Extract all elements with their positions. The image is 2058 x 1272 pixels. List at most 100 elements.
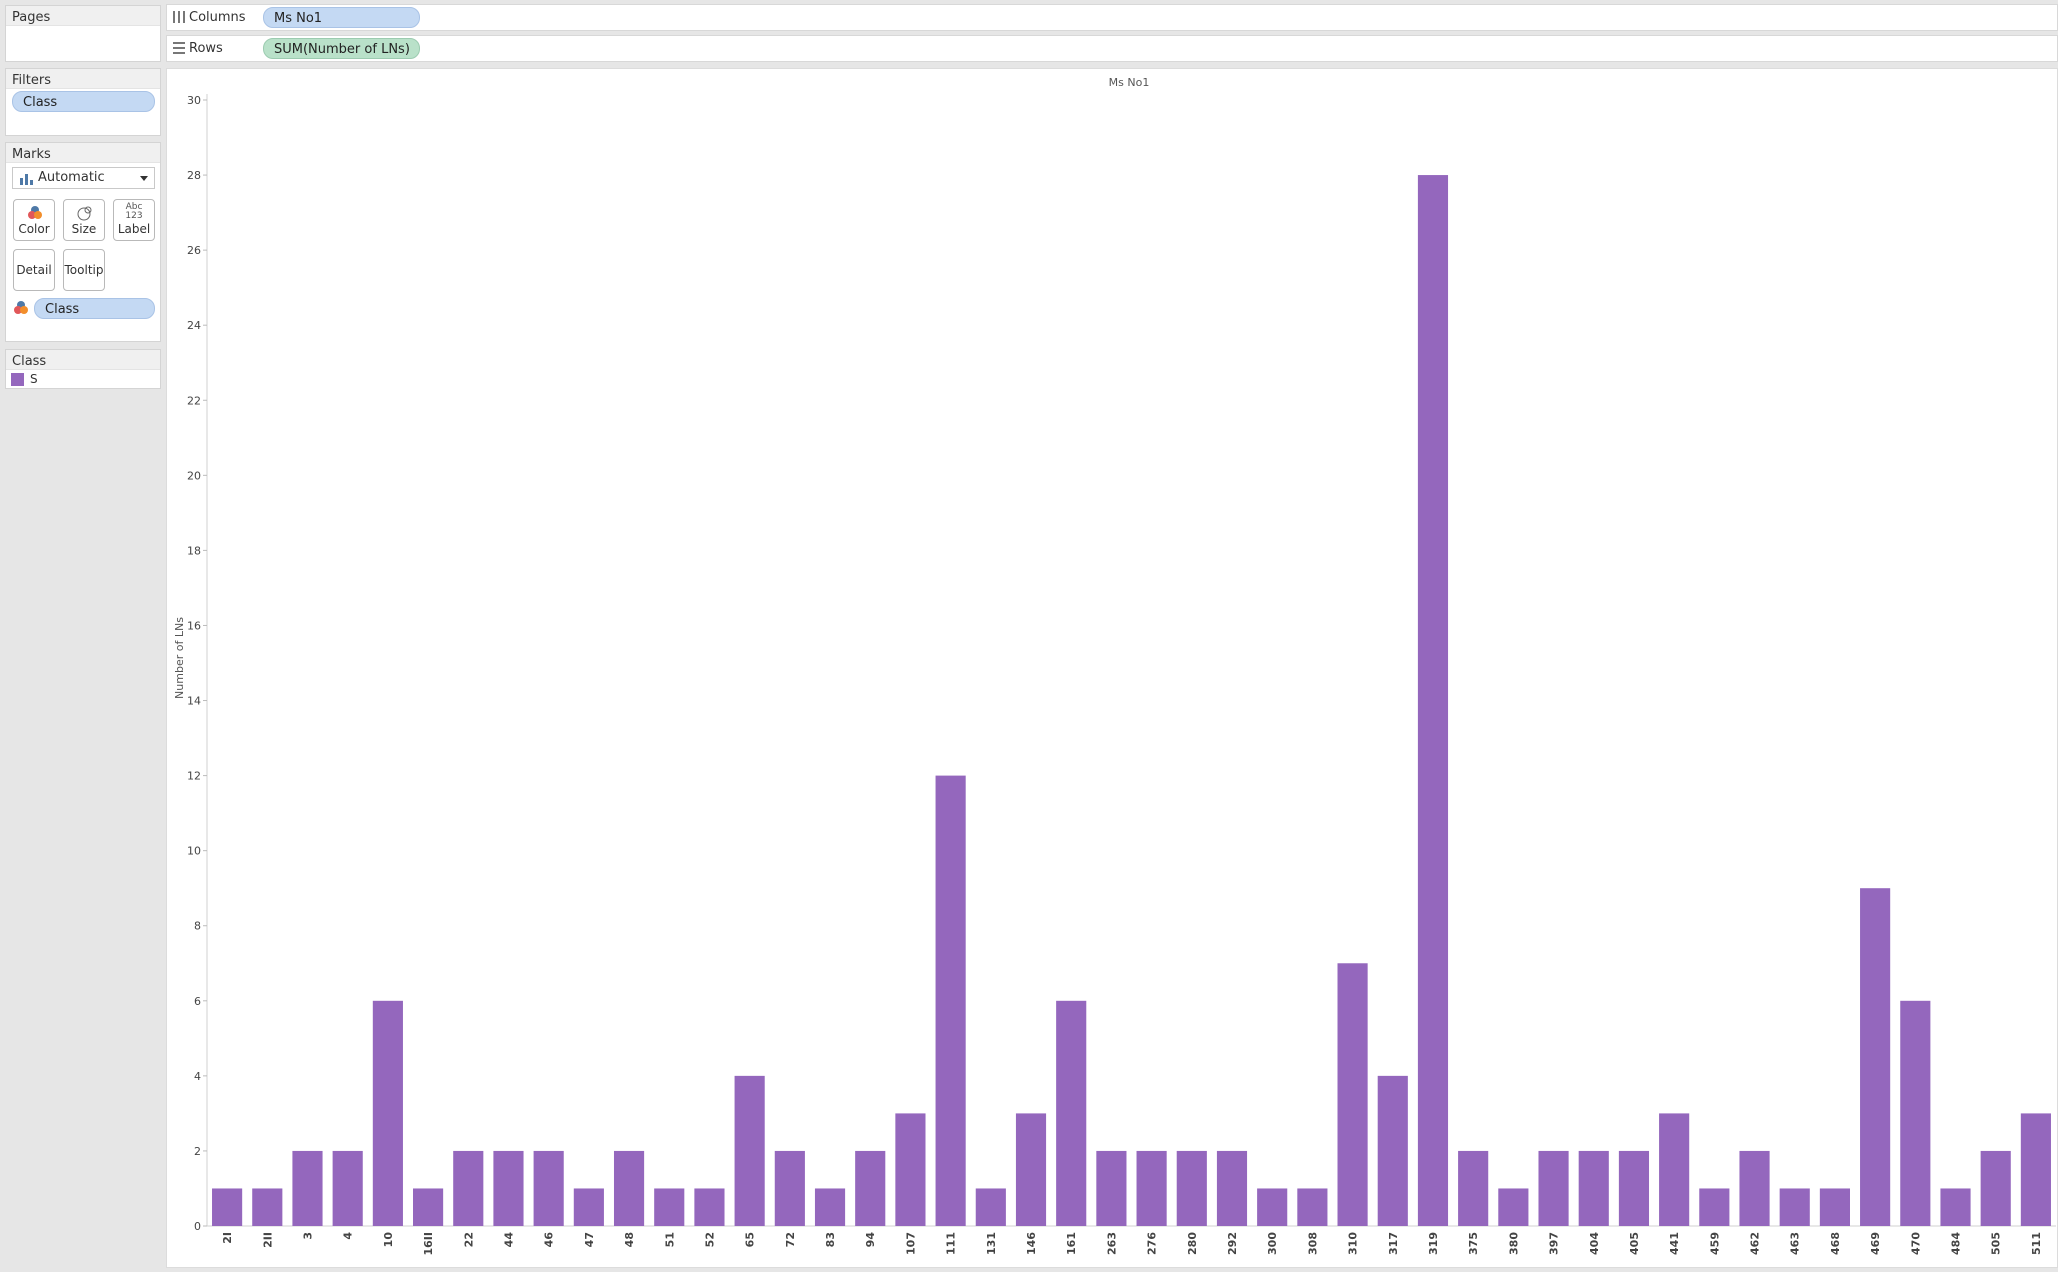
bar-2II[interactable] bbox=[252, 1188, 283, 1226]
bar-463[interactable] bbox=[1779, 1188, 1810, 1226]
bar-65[interactable] bbox=[734, 1075, 765, 1226]
size-icon bbox=[77, 206, 92, 221]
x-tick-label: 52 bbox=[703, 1232, 716, 1247]
columns-shelf: Columns Ms No1 bbox=[166, 4, 2058, 31]
bar-505[interactable] bbox=[1980, 1150, 2011, 1226]
bar-10[interactable] bbox=[372, 1000, 403, 1226]
bar-3[interactable] bbox=[292, 1150, 323, 1226]
mark-type-dropdown[interactable]: Automatic bbox=[12, 167, 155, 189]
bar-72[interactable] bbox=[774, 1150, 805, 1226]
color-icon bbox=[28, 206, 42, 219]
bar-22[interactable] bbox=[453, 1150, 484, 1226]
x-tick-label: 484 bbox=[1950, 1232, 1963, 1255]
filter-pill-class[interactable]: Class bbox=[12, 91, 155, 112]
bar-484[interactable] bbox=[1940, 1188, 1971, 1226]
bar-4[interactable] bbox=[332, 1150, 363, 1226]
chevron-down-icon bbox=[140, 176, 148, 181]
x-tick-label: 469 bbox=[1869, 1232, 1882, 1255]
x-tick-label: 47 bbox=[583, 1232, 596, 1247]
bar-300[interactable] bbox=[1257, 1188, 1288, 1226]
color-pill-class[interactable]: Class bbox=[34, 298, 155, 319]
bar-470[interactable] bbox=[1900, 1000, 1931, 1226]
detail-button-label: Detail bbox=[16, 263, 52, 277]
bar-405[interactable] bbox=[1618, 1150, 1650, 1226]
y-tick-label: 18 bbox=[187, 544, 201, 557]
tooltip-button[interactable]: Tooltip bbox=[63, 249, 105, 291]
label-button-label: Label bbox=[117, 222, 151, 236]
y-axis-label: Number of LNs bbox=[173, 617, 186, 699]
x-tick-label: 319 bbox=[1427, 1232, 1440, 1255]
bar-161[interactable] bbox=[1056, 1000, 1087, 1226]
chart-area: Ms No1 Number of LNs 0 2 4 6 8 10 12 14 16 18 20 22… bbox=[166, 68, 2058, 1268]
bar-263[interactable] bbox=[1096, 1150, 1127, 1226]
bar-2I[interactable] bbox=[212, 1188, 243, 1226]
bar-46[interactable] bbox=[533, 1150, 564, 1226]
x-tick-label: 300 bbox=[1266, 1232, 1279, 1255]
rows-shelf: Rows SUM(Number of LNs) bbox=[166, 35, 2058, 62]
x-tick-label: 2I bbox=[221, 1232, 234, 1244]
bar-280[interactable] bbox=[1176, 1150, 1207, 1226]
bar-310[interactable] bbox=[1337, 963, 1368, 1226]
x-tick-label: 111 bbox=[945, 1232, 958, 1255]
legend-title: Class bbox=[6, 350, 160, 370]
chart-title: Ms No1 bbox=[1109, 76, 1150, 89]
mark-type-label: Automatic bbox=[38, 170, 105, 185]
bar-131[interactable] bbox=[975, 1188, 1006, 1226]
x-tick-label: 276 bbox=[1146, 1232, 1159, 1255]
filters-card: Filters Class bbox=[5, 68, 161, 136]
x-tick-label: 263 bbox=[1105, 1232, 1118, 1255]
rows-icon bbox=[173, 42, 185, 54]
bar-16II[interactable] bbox=[413, 1188, 444, 1226]
size-button[interactable]: Size bbox=[63, 199, 105, 241]
bar-397[interactable] bbox=[1538, 1150, 1569, 1226]
label-button[interactable]: Abc 123 Label bbox=[113, 199, 155, 241]
columns-label: Columns bbox=[189, 10, 246, 25]
y-tick-label: 12 bbox=[187, 770, 201, 783]
bar-292[interactable] bbox=[1216, 1150, 1248, 1226]
bar-chart: Ms No1 Number of LNs 0246810121416182022… bbox=[173, 76, 2056, 1256]
x-tick-label: 462 bbox=[1749, 1232, 1762, 1255]
x-tick-label: 292 bbox=[1226, 1232, 1239, 1255]
bar-468[interactable] bbox=[1819, 1188, 1850, 1226]
bar-chart-icon bbox=[20, 174, 33, 185]
bar-47[interactable] bbox=[573, 1188, 604, 1226]
bar-276[interactable] bbox=[1136, 1150, 1167, 1226]
bar-459[interactable] bbox=[1699, 1188, 1730, 1226]
bar-375[interactable] bbox=[1458, 1150, 1489, 1226]
legend-swatch bbox=[11, 373, 24, 386]
x-tick-label: 131 bbox=[985, 1232, 998, 1255]
bar-52[interactable] bbox=[694, 1188, 725, 1226]
bar-146[interactable] bbox=[1015, 1113, 1047, 1226]
bar-380[interactable] bbox=[1498, 1188, 1529, 1226]
legend-item-label: S bbox=[30, 372, 38, 386]
bar-94[interactable] bbox=[855, 1150, 886, 1226]
rows-pill-sum-number-of-lns[interactable]: SUM(Number of LNs) bbox=[263, 38, 420, 59]
x-tick-label: 48 bbox=[623, 1232, 636, 1247]
color-button[interactable]: Color bbox=[13, 199, 55, 241]
bar-404[interactable] bbox=[1578, 1150, 1609, 1226]
bar-462[interactable] bbox=[1739, 1150, 1770, 1226]
y-tick-label: 22 bbox=[187, 394, 201, 407]
x-tick-label: 308 bbox=[1306, 1232, 1319, 1255]
bar-441[interactable] bbox=[1659, 1113, 1690, 1226]
detail-button[interactable]: Detail bbox=[13, 249, 55, 291]
bar-319[interactable] bbox=[1417, 175, 1449, 1227]
bar-511[interactable] bbox=[2020, 1113, 2051, 1226]
rows-label: Rows bbox=[189, 41, 223, 56]
x-tick-label: 405 bbox=[1628, 1232, 1641, 1255]
bar-44[interactable] bbox=[493, 1150, 524, 1226]
bar-48[interactable] bbox=[613, 1150, 645, 1226]
bar-51[interactable] bbox=[654, 1188, 685, 1226]
bar-111[interactable] bbox=[935, 775, 966, 1226]
bar-308[interactable] bbox=[1297, 1188, 1328, 1226]
x-tick-label: 107 bbox=[904, 1232, 917, 1255]
columns-pill-ms-no1[interactable]: Ms No1 bbox=[263, 7, 420, 28]
pages-title: Pages bbox=[6, 6, 160, 26]
bar-469[interactable] bbox=[1860, 888, 1891, 1226]
bar-317[interactable] bbox=[1377, 1075, 1408, 1226]
y-tick-label: 10 bbox=[187, 845, 201, 858]
x-tick-label: 22 bbox=[462, 1232, 475, 1247]
bar-107[interactable] bbox=[895, 1113, 926, 1226]
bar-83[interactable] bbox=[814, 1188, 846, 1226]
x-tick-label: 72 bbox=[784, 1232, 797, 1247]
